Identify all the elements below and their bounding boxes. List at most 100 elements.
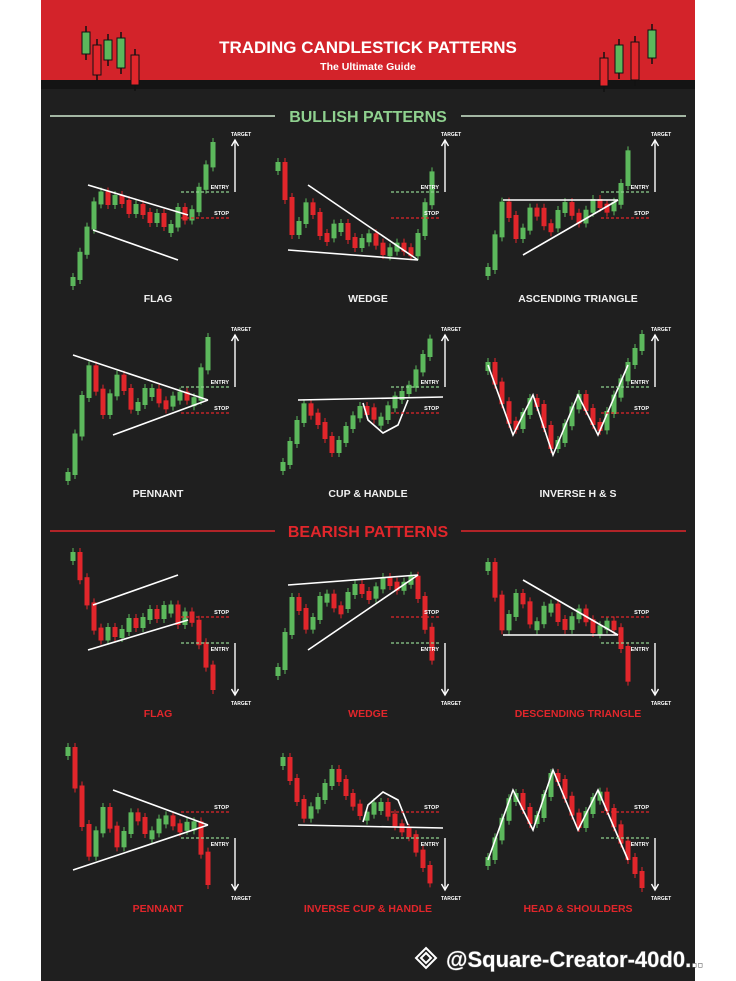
candle bbox=[301, 799, 307, 819]
trend-line bbox=[362, 399, 409, 434]
pattern: TARGET ENTRY STOP PENNANT bbox=[65, 327, 251, 500]
target-label: TARGET bbox=[231, 327, 251, 333]
candle bbox=[100, 388, 106, 415]
candle bbox=[322, 422, 328, 439]
target-label: TARGET bbox=[651, 896, 671, 902]
trend-line bbox=[87, 184, 189, 216]
target-label: TARGET bbox=[441, 327, 461, 333]
pattern-name: CUP & HANDLE bbox=[328, 488, 407, 500]
candle bbox=[569, 202, 575, 216]
pattern-name: WEDGE bbox=[348, 293, 388, 305]
trend-line bbox=[87, 619, 189, 651]
candle bbox=[338, 223, 344, 232]
stop-label: STOP bbox=[424, 211, 439, 217]
entry-label: ENTRY bbox=[631, 647, 650, 653]
candle bbox=[394, 242, 400, 252]
candle bbox=[119, 195, 125, 204]
candle bbox=[534, 207, 540, 217]
target-label: TARGET bbox=[441, 132, 461, 138]
trend-line bbox=[297, 824, 444, 829]
target-label: TARGET bbox=[441, 896, 461, 902]
candle bbox=[331, 593, 337, 609]
arrow-head bbox=[440, 688, 450, 697]
header-candle bbox=[599, 57, 609, 87]
arrow-head bbox=[650, 333, 660, 342]
header-candle bbox=[647, 29, 657, 59]
candle bbox=[485, 562, 491, 571]
candle bbox=[378, 416, 384, 426]
candle bbox=[534, 621, 540, 631]
candle bbox=[203, 164, 209, 190]
candle bbox=[378, 802, 384, 811]
pattern: TARGET ENTRY STOP INVERSE H & S bbox=[485, 327, 671, 500]
candle bbox=[513, 420, 519, 430]
candle bbox=[289, 197, 295, 235]
candle bbox=[203, 642, 209, 668]
header-candle bbox=[614, 44, 624, 74]
stop-label: STOP bbox=[634, 610, 649, 616]
candle bbox=[590, 619, 596, 633]
candle bbox=[576, 812, 582, 828]
candle bbox=[520, 227, 526, 239]
pattern-name: INVERSE CUP & HANDLE bbox=[304, 903, 432, 915]
arrow-head bbox=[650, 138, 660, 147]
candle bbox=[128, 812, 134, 834]
entry-label: ENTRY bbox=[421, 842, 440, 848]
candle bbox=[98, 191, 104, 205]
stop-label: STOP bbox=[634, 211, 649, 217]
candle bbox=[128, 388, 134, 410]
pattern: TARGET ENTRY STOP CUP & HANDLE bbox=[280, 327, 461, 500]
candle bbox=[520, 593, 526, 605]
candle bbox=[296, 597, 302, 611]
pattern-name: DESCENDING TRIANGLE bbox=[515, 708, 642, 720]
candle bbox=[77, 251, 83, 280]
candle bbox=[359, 584, 365, 594]
trend-line bbox=[487, 767, 629, 861]
target-label: TARGET bbox=[231, 896, 251, 902]
candle bbox=[597, 199, 603, 208]
entry-label: ENTRY bbox=[211, 842, 230, 848]
candle bbox=[287, 441, 293, 465]
pattern: TARGET ENTRY STOP DESCENDING TRIANGLE bbox=[485, 558, 671, 720]
candle bbox=[149, 388, 155, 397]
candle bbox=[140, 204, 146, 215]
candle bbox=[604, 791, 610, 811]
arrow-head bbox=[230, 333, 240, 342]
candle bbox=[170, 815, 176, 827]
candle bbox=[422, 596, 428, 630]
candle bbox=[114, 825, 120, 848]
candle bbox=[604, 203, 610, 213]
candle bbox=[420, 354, 426, 373]
candle bbox=[310, 202, 316, 215]
candle bbox=[492, 234, 498, 270]
trend-line bbox=[362, 791, 409, 826]
trend-line bbox=[287, 249, 419, 261]
candle bbox=[336, 769, 342, 782]
candle bbox=[170, 395, 176, 407]
entry-label: ENTRY bbox=[631, 380, 650, 386]
candle bbox=[399, 391, 405, 400]
pattern-name: PENNANT bbox=[133, 488, 184, 500]
candle bbox=[611, 394, 617, 414]
candle bbox=[280, 757, 286, 766]
candle bbox=[492, 837, 498, 860]
candle bbox=[569, 795, 575, 816]
candle bbox=[506, 614, 512, 631]
candle bbox=[196, 186, 202, 213]
candle bbox=[429, 171, 435, 206]
candle bbox=[618, 378, 624, 398]
candle bbox=[520, 793, 526, 810]
pattern: TARGET ENTRY STOP FLAG bbox=[70, 132, 251, 305]
candle bbox=[205, 851, 211, 885]
candle bbox=[548, 773, 554, 797]
candle bbox=[392, 395, 398, 409]
arrow-head bbox=[440, 883, 450, 892]
arrow-head bbox=[440, 138, 450, 147]
candle bbox=[289, 597, 295, 635]
section-title: BEARISH PATTERNS bbox=[288, 524, 449, 541]
entry-label: ENTRY bbox=[631, 185, 650, 191]
candle bbox=[135, 812, 141, 822]
candle bbox=[555, 773, 561, 782]
candle bbox=[492, 562, 498, 598]
